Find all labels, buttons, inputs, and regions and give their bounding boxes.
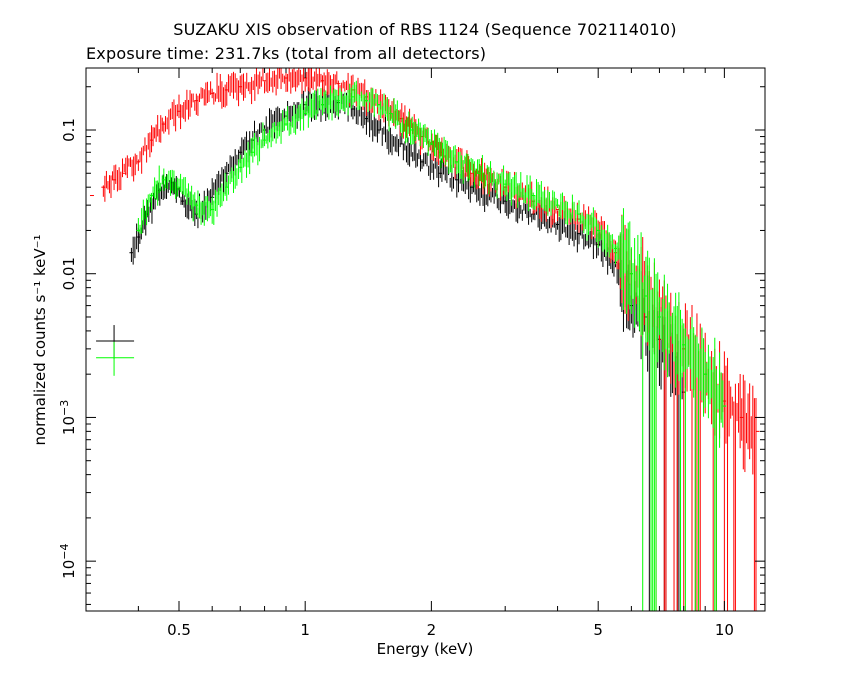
chart-title: SUZAKU XIS observation of RBS 1124 (Sequ… <box>173 20 677 39</box>
y-tick-label: 0.1 <box>60 118 78 142</box>
x-tick-label: 5 <box>593 621 603 639</box>
x-tick-label: 0.5 <box>167 621 191 639</box>
x-tick-label: 1 <box>300 621 310 639</box>
x-tick-label: 2 <box>427 621 437 639</box>
x-tick-label: 10 <box>715 621 734 639</box>
y-tick-label-exponent: −4 <box>58 544 71 560</box>
y-tick-label-group: 10−3 <box>58 400 79 435</box>
x-axis-label: Energy (keV) <box>377 640 474 658</box>
y-tick-label: 0.01 <box>60 257 78 290</box>
series-0 <box>96 86 686 611</box>
y-tick-label-group: 10−4 <box>58 544 79 579</box>
y-tick-label: 10−3 <box>58 400 79 435</box>
y-tick-label: 10−4 <box>58 544 79 579</box>
y-tick-label-exponent: −3 <box>58 400 71 416</box>
y-axis-label: normalized counts s⁻¹ keV⁻¹ <box>31 234 49 445</box>
data-layer <box>89 68 760 611</box>
y-tick-label-group: 0.1 <box>60 118 78 142</box>
y-axis-label-group: normalized counts s⁻¹ keV⁻¹ <box>31 234 49 445</box>
chart-subtitle: Exposure time: 231.7ks (total from all d… <box>86 44 487 63</box>
plot-frame <box>85 67 766 612</box>
series-2 <box>96 80 727 611</box>
y-tick-label-group: 0.01 <box>60 257 78 290</box>
series-1 <box>89 68 760 611</box>
